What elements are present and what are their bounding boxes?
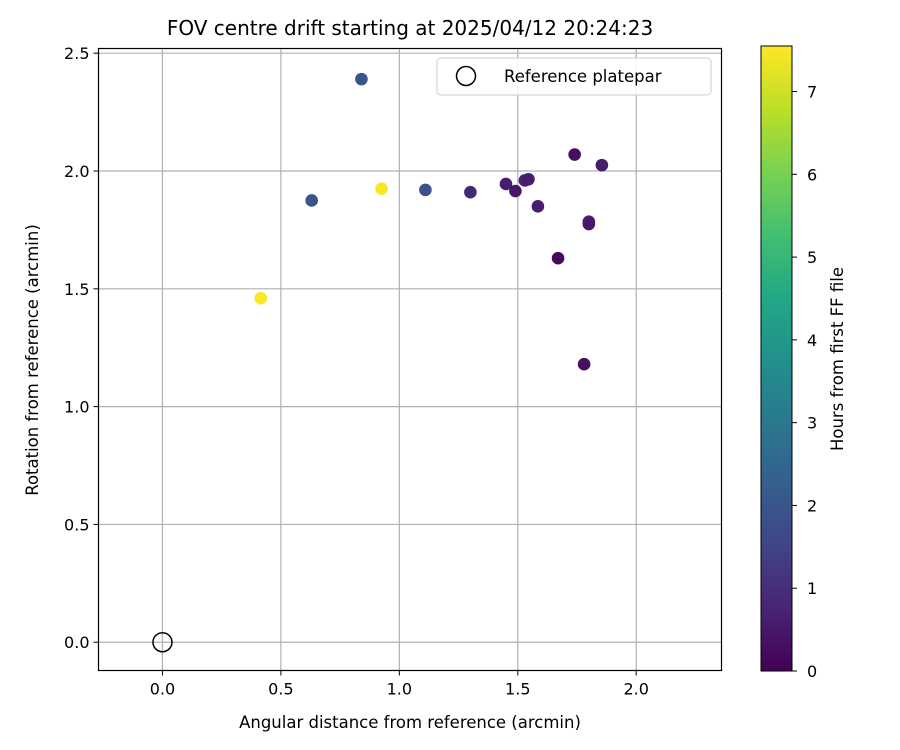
- y-tick-label: 0.5: [64, 515, 89, 534]
- data-point: [305, 194, 318, 207]
- y-tick-label: 2.5: [64, 44, 89, 63]
- grid-lines: [98, 48, 722, 671]
- x-axis-label: Angular distance from reference (arcmin): [239, 713, 581, 732]
- chart-title: FOV centre drift starting at 2025/04/12 …: [167, 16, 653, 40]
- x-tick-label: 2.0: [623, 680, 648, 699]
- y-tick-label: 2.0: [64, 162, 89, 181]
- colorbar-tick-label: 0: [807, 662, 817, 681]
- colorbar-tick-label: 3: [807, 414, 817, 433]
- data-point: [464, 185, 477, 199]
- colorbar-label: Hours from first FF file: [828, 267, 847, 451]
- data-point: [375, 182, 388, 195]
- x-tick-label: 0.0: [150, 680, 175, 699]
- legend-label-reference: Reference platepar: [504, 67, 662, 86]
- colorbar: 0 1 2 3 4 5 6 7 Hours from first FF file: [760, 45, 847, 681]
- reference-marker-group: [152, 631, 173, 653]
- y-tick-label: 1.5: [64, 280, 89, 299]
- colorbar-gradient: [761, 46, 792, 671]
- x-tick-label: 0.5: [268, 680, 293, 699]
- legend-box: [436, 57, 712, 96]
- colorbar-frame: [760, 45, 793, 672]
- x-tick-label: 1.0: [387, 680, 412, 699]
- colorbar-tick-label: 7: [807, 83, 817, 102]
- data-point: [582, 217, 596, 231]
- data-point: [509, 184, 522, 198]
- legend: Reference platepar: [436, 57, 712, 96]
- data-point: [419, 183, 432, 197]
- x-axis-ticks: 0.0 0.5 1.0 1.5 2.0: [150, 670, 649, 699]
- data-point: [551, 251, 565, 265]
- colorbar-tick-label: 1: [807, 579, 817, 598]
- data-points: [254, 72, 609, 371]
- y-tick-label: 1.0: [64, 398, 89, 417]
- data-point: [531, 200, 545, 213]
- reference-platepar-marker: [152, 631, 173, 653]
- colorbar-ticks: 0 1 2 3 4 5 6 7: [792, 83, 817, 681]
- y-axis-ticks: 0.0 0.5 1.0 1.5 2.0 2.5: [64, 44, 99, 652]
- y-axis-label: Rotation from reference (arcmin): [23, 224, 42, 496]
- y-tick-label: 0.0: [64, 633, 89, 652]
- colorbar-tick-label: 6: [807, 165, 817, 184]
- x-tick-label: 1.5: [505, 680, 530, 699]
- colorbar-tick-label: 5: [807, 248, 817, 267]
- plot-frame: [97, 47, 723, 672]
- data-point: [568, 148, 581, 161]
- data-point: [522, 172, 535, 186]
- data-point: [577, 357, 591, 371]
- legend-reference-marker: [455, 65, 477, 87]
- colorbar-tick-label: 4: [807, 331, 817, 350]
- colorbar-tick-label: 2: [807, 496, 817, 515]
- data-point: [355, 72, 368, 86]
- data-point: [595, 158, 609, 172]
- data-point: [499, 177, 513, 191]
- data-point: [254, 291, 268, 305]
